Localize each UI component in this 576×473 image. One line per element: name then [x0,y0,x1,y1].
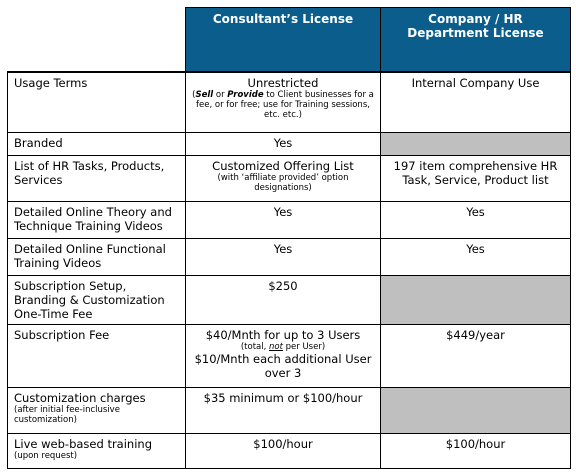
row: List of HR Tasks, Products, Services Cus… [7,154,571,202]
header-row: Consultant’s License Company / HR Depart… [7,7,571,73]
row-label: Detailed Online Functional Training Vide… [7,237,186,276]
note-part: not [269,341,283,352]
row: Usage Terms Unrestricted (Sell or Provide… [7,71,571,133]
cell-note: (total, not per User) [192,342,374,352]
cell: Customized Offering List (with ‘affiliate… [185,154,381,202]
cell: Yes [185,200,381,239]
cell: Yes [185,237,381,276]
cell: Yes [380,200,571,239]
row-label: Subscription Setup, Branding & Customiza… [7,274,186,325]
row-label: Subscription Fee [7,323,186,388]
row-label: List of HR Tasks, Products, Services [7,154,186,202]
row: Customization charges (after initial fee-… [7,386,571,434]
cell: $100/hour [380,432,571,469]
cell: Unrestricted (Sell or Provide to Client b… [185,71,381,133]
cell-note: (with ‘affiliate provided’ option design… [217,172,349,193]
row: Detailed Online Theory and Technique Tra… [7,200,571,239]
cell: $40/Mnth for up to 3 Users (total, not pe… [185,323,381,388]
cell-text: Customized Offering List [212,158,354,173]
empty-cell [380,386,571,434]
cell-text: $40/Mnth for up to 3 Users [205,327,361,342]
empty-cell [380,274,571,325]
row-label: Live web-based training (upon request) [7,432,186,469]
row-label: Customization charges (after initial fee-… [7,386,186,434]
label-note: (upon request) [14,450,78,461]
cell: $449/year [380,323,571,388]
license-table: Consultant’s License Company / HR Depart… [7,7,571,469]
row-label: Usage Terms [7,71,186,133]
note-part: or [213,90,228,100]
label-note: (after initial fee-inclusive customizati… [14,404,120,425]
column-header: Company / HR Department License [380,7,571,73]
cell: Yes [185,131,381,156]
note-part: ( [192,90,196,100]
note-part: per User) [282,341,326,352]
cell: $35 minimum or $100/hour [185,386,381,434]
row: Subscription Fee $40/Mnth for up to 3 Us… [7,323,571,388]
note-part: Provide [227,90,264,100]
note-part: to Client businesses for a fee, or for f… [196,90,374,120]
blank-cell [7,7,186,73]
cell: $250 [185,274,381,325]
cell: 197 item comprehensive HR Task, Service,… [380,154,571,202]
row: Branded Yes [7,131,571,156]
row: Subscription Setup, Branding & Customiza… [7,274,571,325]
cell: Yes [380,237,571,276]
row-label: Detailed Online Theory and Technique Tra… [7,200,186,239]
cell: $100/hour [185,432,381,469]
column-header: Consultant’s License [185,7,381,73]
cell-note: (Sell or Provide to Client businesses fo… [192,90,374,120]
note-part: Sell [195,90,214,100]
note-part: (total, [240,341,269,352]
row-label: Branded [7,131,186,156]
empty-cell [380,131,571,156]
cell: Internal Company Use [380,71,571,133]
label-text: Live web-based training [14,436,152,451]
cell-text: $10/Mnth each additional User over 3 [194,351,372,380]
label-text: Customization charges [14,390,146,405]
row: Live web-based training (upon request) $1… [7,432,571,469]
row: Detailed Online Functional Training Vide… [7,237,571,276]
cell-text: Unrestricted [247,76,319,90]
